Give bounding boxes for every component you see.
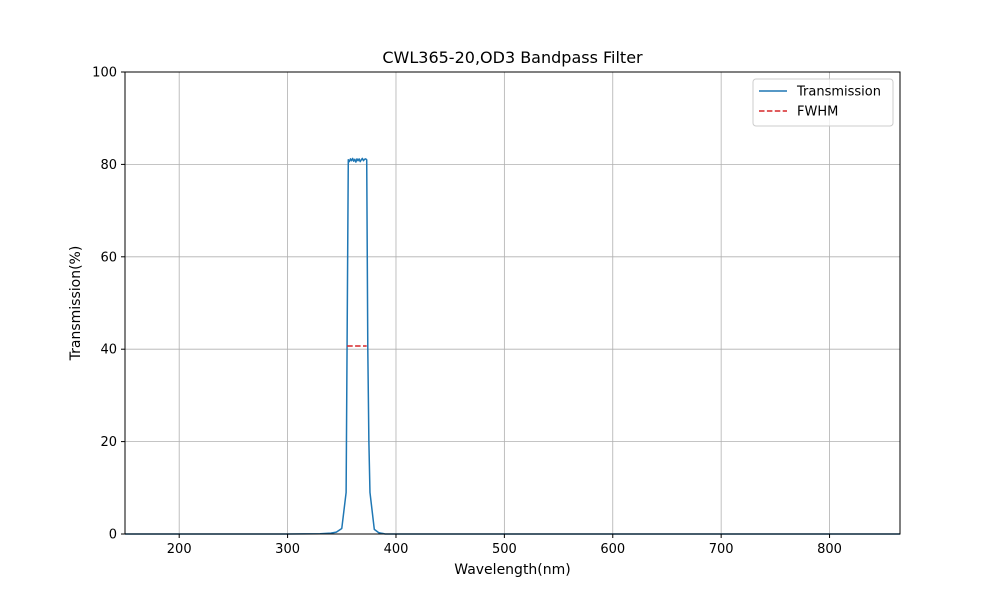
y-tick-label: 20 [100,435,117,450]
legend-label: Transmission [796,85,881,100]
plot-frame [124,71,901,535]
legend-label: FWHM [797,105,838,120]
y-axis-label: Transmission(%) [68,246,84,362]
legend-box [752,78,894,127]
y-tick-label: 100 [92,66,117,81]
legend: Transmission FWHM [752,78,894,127]
y-tick-label: 60 [100,250,117,265]
x-tick-label: 200 [167,542,192,557]
x-tick-label: 500 [492,542,517,557]
x-tick-label: 300 [275,542,300,557]
ticks: 200 300 400 500 600 700 800 0 20 40 60 80 100 [92,66,842,558]
x-tick-label: 700 [709,542,734,557]
x-axis-label: Wavelength(nm) [454,562,570,578]
y-tick-label: 40 [100,343,117,358]
x-tick-label: 800 [817,542,842,557]
chart-title: CWL365-20,OD3 Bandpass Filter [382,48,643,67]
y-tick-label: 80 [100,158,117,173]
y-tick-label: 0 [109,528,117,543]
x-tick-label: 400 [384,542,409,557]
x-tick-label: 600 [600,542,625,557]
